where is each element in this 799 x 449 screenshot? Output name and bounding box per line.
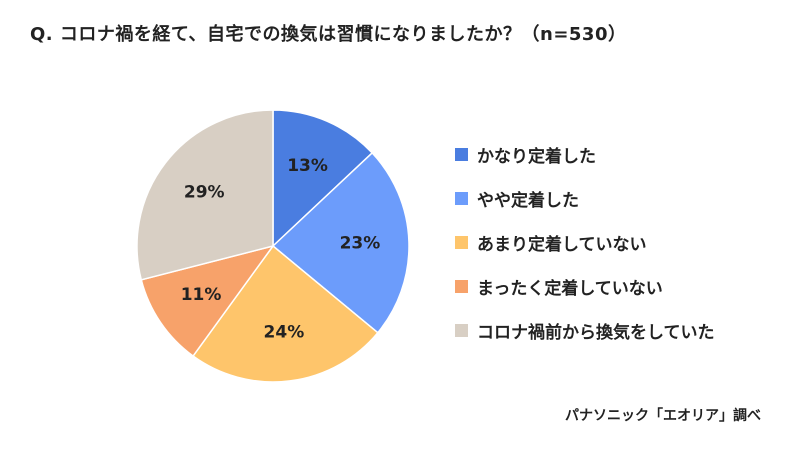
legend-swatch (455, 323, 468, 337)
source-note: パナソニック「エオリア」調べ (565, 408, 761, 424)
legend-item: あまり定着していない (455, 231, 715, 255)
legend-item: コロナ禍前から換気をしていた (455, 319, 715, 343)
legend-swatch (455, 279, 468, 293)
legend-label: コロナ禍前から換気をしていた (477, 322, 715, 343)
slice-value-label: 11% (181, 285, 222, 305)
legend: かなり定着した やや定着したあまり定着していない まったく定着していないコロナ禍前か… (455, 143, 715, 363)
chart-title: Q. コロナ禍を経て、自宅での換気は習慣になりましたか？（n=530） (30, 24, 627, 45)
slice-value-label: 23% (340, 233, 381, 253)
legend-item: やや定着した (455, 187, 715, 211)
slice-value-label: 24% (264, 322, 305, 342)
pie-slice-5 (136, 109, 274, 281)
legend-label: かなり定着した (477, 146, 596, 167)
slice-value-label: 29% (184, 183, 225, 203)
legend-label: あまり定着していない (477, 234, 647, 255)
legend-label: やや定着した (477, 190, 579, 211)
pie-slice-3 (192, 244, 379, 383)
legend-swatch (455, 191, 468, 205)
legend-swatch (455, 147, 468, 161)
pie-slice-1 (272, 109, 374, 248)
pie-slice-4 (140, 244, 275, 358)
legend-swatch (455, 235, 468, 249)
slice-value-label: 13% (287, 156, 328, 176)
legend-label: まったく定着していない (477, 278, 663, 299)
pie-slice-2 (271, 151, 410, 334)
legend-item: まったく定着していない (455, 275, 715, 299)
legend-item: かなり定着した (455, 143, 715, 167)
